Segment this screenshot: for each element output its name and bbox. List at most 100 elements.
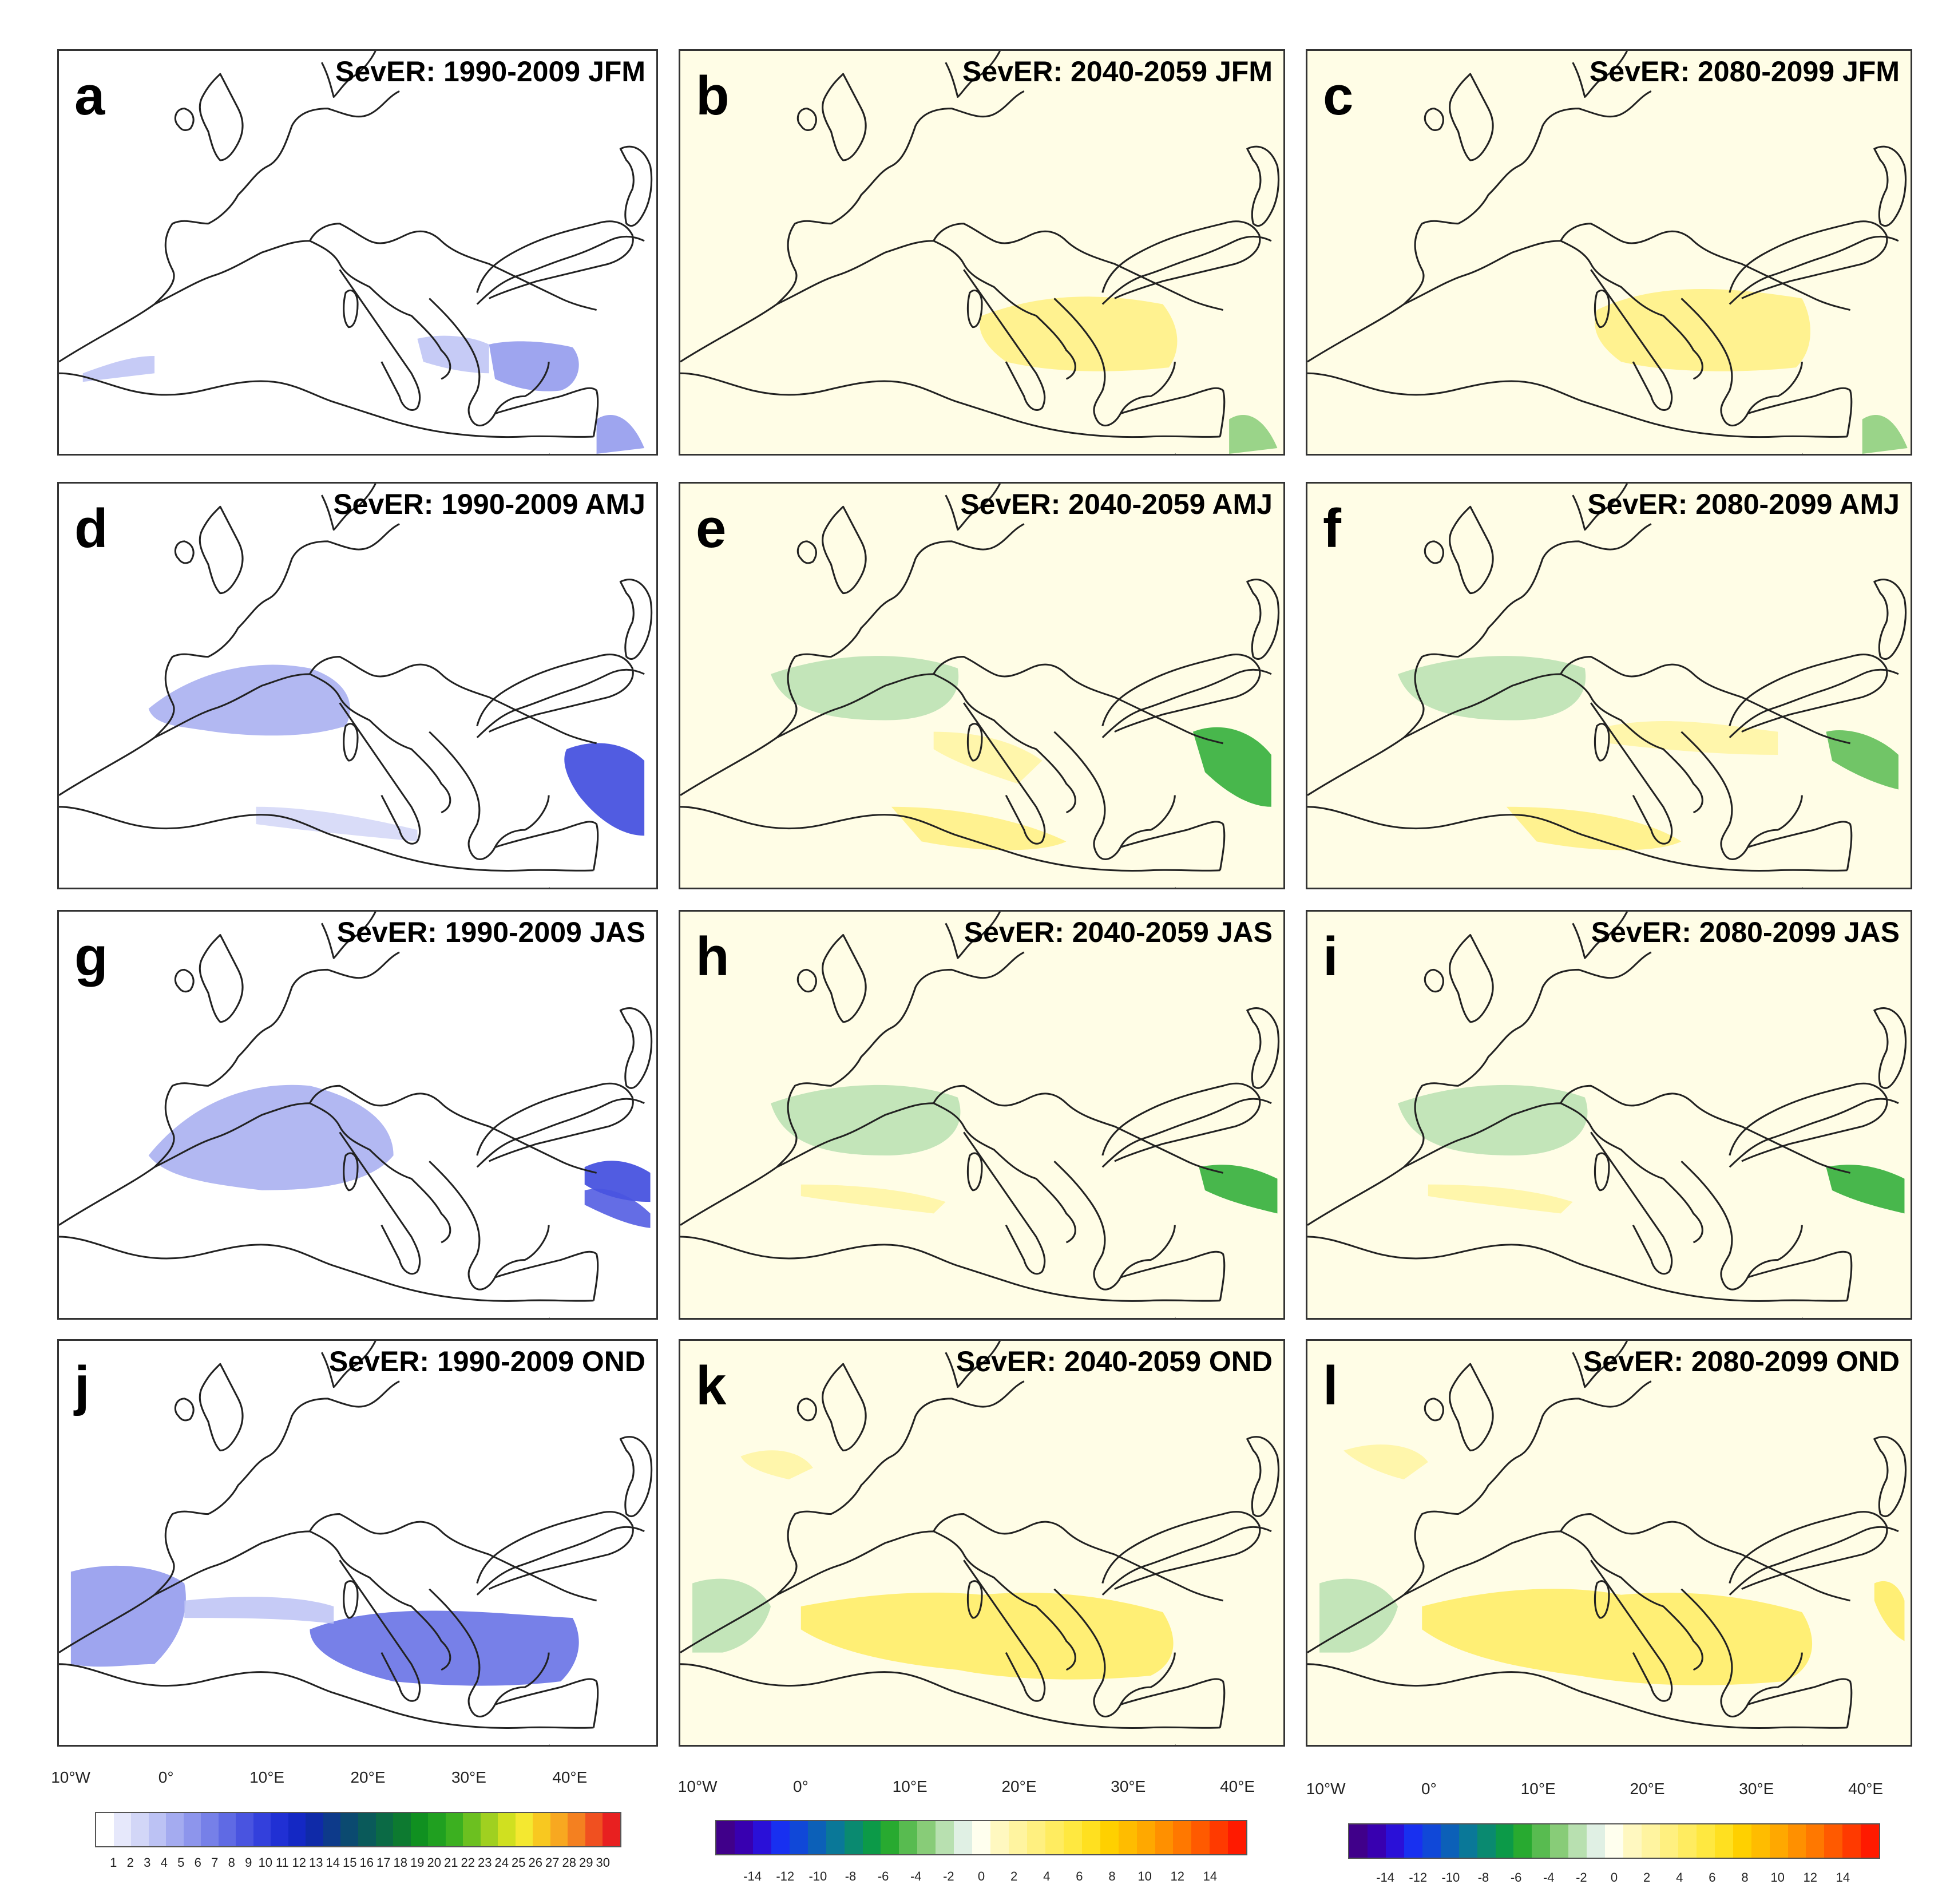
colorbar-swatch (445, 1813, 463, 1846)
colorbar-swatch (603, 1813, 620, 1846)
colorbar-label: 4 (1676, 1870, 1683, 1885)
colorbar-swatch (862, 1821, 881, 1854)
colorbar-swatch (1136, 1821, 1155, 1854)
colorbar-label: -8 (845, 1869, 857, 1883)
map-frame (1306, 49, 1912, 456)
colorbar-swatch (1787, 1824, 1806, 1858)
shading-region (800, 1184, 946, 1214)
map-panel-f: f SevER: 2080-2099 AMJ (1306, 482, 1912, 889)
panel-title: SevER: 2080-2099 JAS (1591, 916, 1900, 948)
colorbar-label: 24 (494, 1855, 509, 1870)
colorbar-label: 23 (478, 1855, 492, 1870)
shading-region (800, 1592, 1174, 1680)
colorbar-label: 14 (1836, 1870, 1850, 1885)
shading-region (1506, 806, 1682, 850)
colorbar-swatch (1623, 1824, 1642, 1858)
colorbar-swatch (1458, 1824, 1477, 1858)
shading-region (1343, 1444, 1428, 1480)
shading-region (1229, 414, 1278, 454)
colorbar-label: 26 (528, 1855, 543, 1870)
colorbar-climatology (95, 1812, 621, 1847)
colorbar-swatch (789, 1821, 808, 1854)
map-panel-c: c SevER: 2080-2099 JFM (1306, 49, 1912, 456)
shading-region (771, 1084, 961, 1155)
colorbar-label: 2 (1643, 1870, 1651, 1885)
colorbar-swatch (1349, 1824, 1368, 1858)
colorbar-swatch (826, 1821, 845, 1854)
colorbar-label: 10 (258, 1855, 272, 1870)
colorbar-swatch (972, 1821, 991, 1854)
colorbar-swatch (271, 1813, 288, 1846)
panel-title: SevER: 2080-2099 AMJ (1587, 488, 1900, 520)
colorbar-swatch (148, 1813, 167, 1846)
colorbar-swatch (917, 1821, 936, 1854)
panel-letter: k (696, 1355, 727, 1416)
colorbar-swatch (568, 1813, 585, 1846)
map-frame (679, 910, 1285, 1320)
map-a (59, 51, 653, 454)
coastline (59, 51, 653, 454)
colorbar-label: 9 (245, 1855, 252, 1870)
coastline (1307, 51, 1907, 454)
coastline (59, 1341, 653, 1745)
colorbar-swatch (752, 1821, 771, 1854)
colorbar-swatch (1063, 1821, 1082, 1854)
colorbar-swatch (323, 1813, 341, 1846)
panel-letter: j (74, 1355, 90, 1416)
colorbar-swatch (1532, 1824, 1551, 1858)
map-d (59, 484, 653, 888)
colorbar-label: -14 (1376, 1870, 1394, 1885)
map-panel-e: e SevER: 2040-2059 AMJ (679, 482, 1285, 889)
colorbar-swatch (734, 1821, 753, 1854)
panel-title: SevER: 1990-2009 OND (328, 1345, 645, 1377)
map-c (1307, 51, 1908, 454)
colorbar-label: 16 (359, 1855, 374, 1870)
colorbar-label: 12 (292, 1855, 306, 1870)
colorbar-label: 19 (410, 1855, 425, 1870)
colorbar-swatch (1495, 1824, 1514, 1858)
panel-letter: b (696, 65, 730, 126)
shading-region (1422, 1589, 1813, 1685)
panel-letter: f (1323, 498, 1341, 559)
coastline (680, 1341, 1280, 1745)
panel-letter: d (74, 498, 108, 559)
shading-region (692, 1578, 771, 1653)
colorbar-swatch (183, 1813, 201, 1846)
map-e (680, 484, 1280, 888)
map-panel-d: d SevER: 1990-2009 AMJ (57, 482, 658, 889)
shading-region (1862, 414, 1908, 454)
shading-region (933, 731, 1043, 784)
x-tick-label: 10°W (1306, 1780, 1346, 1798)
x-tick-label: 20°E (350, 1768, 386, 1786)
shading-region (1826, 1165, 1905, 1214)
panel-title: SevER: 2040-2059 JFM (962, 56, 1273, 88)
colorbar-swatch (1842, 1824, 1861, 1858)
x-axis-labels-col1: 10°W 0° 10°E 20°E 30°E 40°E (51, 1768, 620, 1797)
panel-letter: i (1323, 926, 1338, 987)
colorbar-swatch (1550, 1824, 1569, 1858)
colorbar-label: 2 (1010, 1869, 1018, 1883)
colorbar-swatch (881, 1821, 899, 1854)
colorbar-swatch (1440, 1824, 1459, 1858)
map-frame (1306, 1339, 1912, 1747)
panel-letter: l (1323, 1355, 1338, 1416)
colorbar-label: -8 (1477, 1870, 1489, 1885)
colorbar-swatch (936, 1821, 954, 1854)
map-frame (679, 482, 1285, 889)
colorbar-label: 1 (110, 1855, 117, 1870)
x-tick-label: 30°E (1739, 1780, 1774, 1798)
colorbar-swatch (1659, 1824, 1678, 1858)
colorbar-label: 7 (211, 1855, 219, 1870)
shading-region (489, 341, 579, 391)
shading-region (584, 1189, 651, 1228)
map-j (59, 1341, 653, 1745)
colorbar-swatch (480, 1813, 498, 1846)
shading-region (1609, 721, 1778, 755)
colorbar-label: -10 (808, 1869, 827, 1883)
colorbar-swatch (498, 1813, 516, 1846)
colorbar-swatch (1045, 1821, 1064, 1854)
colorbar-swatch (899, 1821, 918, 1854)
colorbar-swatch (218, 1813, 236, 1846)
colorbar-swatch (236, 1813, 253, 1846)
shading-region (82, 356, 155, 382)
